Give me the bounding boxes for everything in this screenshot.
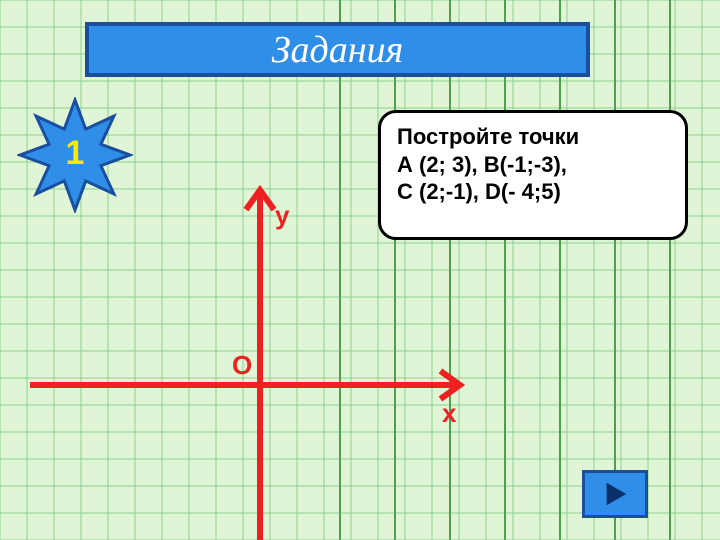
task-number-star: 1 [17, 97, 133, 213]
title-text: Задания [272, 28, 404, 72]
title-banner: Задания [85, 22, 590, 77]
task-number: 1 [17, 134, 133, 173]
next-button[interactable] [582, 470, 648, 518]
instruction-box: Постройте точки А (2; 3), В(-1;-3), С (2… [378, 110, 688, 240]
grid-background [0, 0, 720, 540]
axis-label-x: х [442, 398, 456, 429]
instruction-line-1: Постройте точки [397, 123, 669, 151]
axis-label-origin: О [232, 350, 252, 381]
axis-label-y: у [275, 200, 289, 231]
instruction-line-2: А (2; 3), В(-1;-3), [397, 151, 669, 179]
instruction-line-3: С (2;-1), D(- 4;5) [397, 178, 669, 206]
play-icon [601, 480, 629, 508]
slide-stage: Задания 1 Постройте точки А (2; 3), В(-1… [0, 0, 720, 540]
